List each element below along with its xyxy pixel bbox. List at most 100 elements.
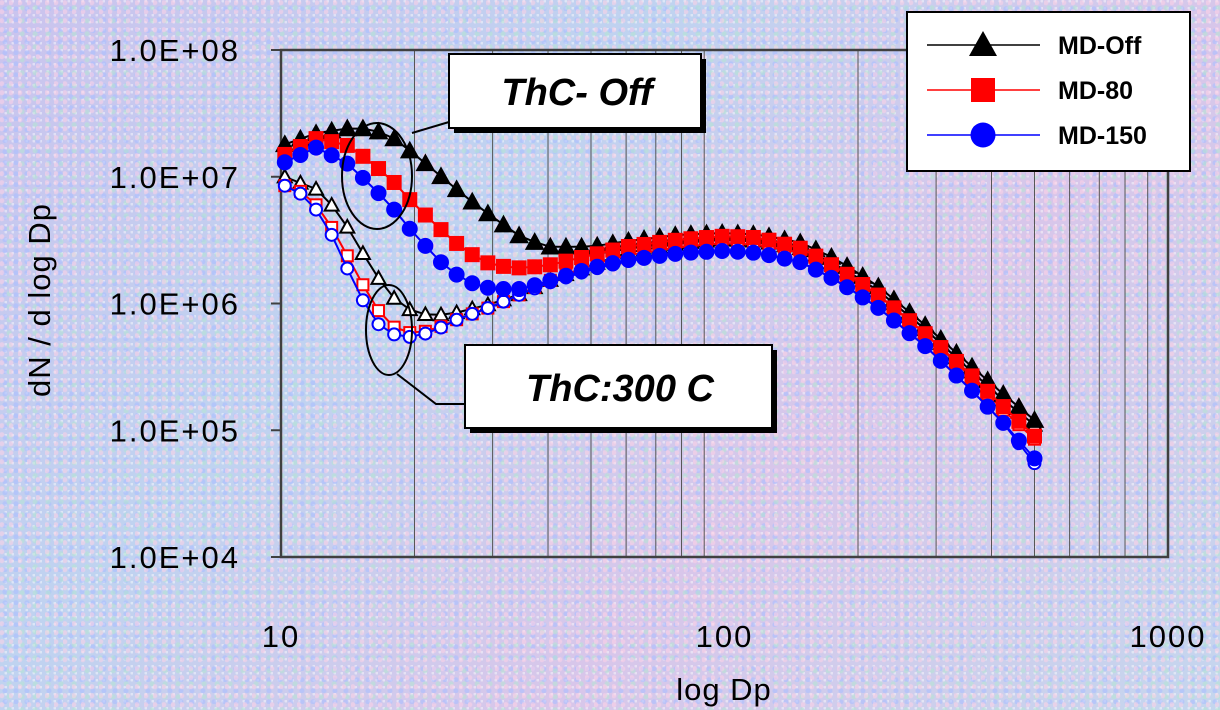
annotation-thc-off: ThC- Off — [341, 53, 706, 230]
data-point — [636, 236, 652, 252]
data-point — [807, 261, 824, 278]
annotation-leader-thc-off — [411, 121, 450, 134]
data-point — [589, 246, 605, 262]
data-point — [948, 367, 965, 384]
data-point — [372, 304, 386, 318]
data-point — [338, 217, 356, 234]
data-point — [605, 242, 621, 258]
data-point — [933, 340, 949, 356]
data-point — [604, 255, 621, 272]
data-point — [745, 244, 762, 261]
x-tick-label: 100 — [696, 619, 754, 654]
data-point — [620, 251, 637, 268]
data-point — [386, 201, 403, 218]
data-point — [418, 326, 433, 341]
data-point — [714, 243, 731, 260]
x-tick-label: 1000 — [1130, 619, 1207, 654]
x-axis-ticks: 10 100 1000 — [262, 619, 1207, 654]
data-point — [337, 118, 358, 137]
data-point — [354, 169, 371, 186]
data-point — [776, 250, 793, 267]
legend-label: MD-80 — [1058, 77, 1133, 105]
data-point — [792, 240, 808, 256]
data-point — [839, 279, 856, 296]
data-point — [385, 289, 403, 305]
data-point — [979, 398, 996, 415]
data-point — [542, 257, 558, 273]
legend-marker — [969, 31, 997, 56]
data-point — [777, 236, 793, 252]
data-point — [417, 237, 434, 254]
series-md-150-thc-off — [276, 139, 1043, 467]
data-point — [995, 399, 1011, 415]
data-point — [636, 249, 653, 266]
data-point — [573, 263, 590, 280]
data-point — [324, 227, 339, 242]
data-point — [446, 179, 467, 198]
data-point — [449, 235, 465, 251]
data-point — [496, 294, 511, 309]
data-point — [368, 121, 389, 140]
data-point — [462, 191, 483, 210]
data-point — [760, 247, 777, 264]
legend: MD-Off MD-80 MD-150 — [906, 11, 1191, 172]
data-point — [276, 154, 293, 171]
data-point — [823, 257, 839, 273]
data-point — [433, 222, 449, 238]
data-point — [355, 293, 370, 308]
data-point — [729, 243, 746, 260]
data-point — [652, 234, 668, 250]
data-point — [1011, 413, 1027, 429]
data-point — [371, 161, 387, 177]
annotation-label-thc-off: ThC- Off — [501, 72, 656, 114]
data-point — [995, 414, 1012, 431]
legend-item-md-80: MD-80 — [927, 77, 1133, 105]
data-point — [384, 128, 404, 147]
data-point — [527, 259, 543, 275]
data-point — [683, 231, 699, 247]
data-point — [386, 174, 402, 190]
data-point — [509, 225, 529, 244]
x-tick-label: 10 — [262, 619, 300, 654]
data-point — [511, 260, 527, 276]
data-point — [354, 244, 372, 260]
legend-box — [906, 11, 1191, 172]
data-point — [322, 195, 341, 212]
y-tick-label: 1.0E+06 — [110, 287, 240, 322]
data-point — [369, 269, 388, 285]
data-point — [1010, 432, 1027, 449]
data-point — [371, 317, 386, 332]
legend-item-md-off: MD-Off — [927, 31, 1142, 60]
data-point — [511, 281, 528, 298]
data-point — [370, 185, 387, 202]
data-point — [495, 281, 512, 298]
data-point — [730, 229, 746, 245]
data-series — [274, 118, 1045, 471]
data-point — [277, 178, 292, 193]
data-point — [651, 247, 668, 264]
annotation-ellipse-thc-300 — [365, 284, 413, 376]
data-point — [901, 325, 918, 342]
annotation-box-thc-300 — [464, 344, 773, 429]
data-point — [478, 203, 498, 222]
data-point — [932, 352, 949, 369]
data-point — [870, 299, 887, 316]
data-point — [415, 153, 436, 172]
data-point — [480, 301, 495, 316]
data-point — [433, 320, 448, 335]
data-point — [699, 230, 715, 246]
legend-marker — [971, 78, 995, 102]
data-point — [526, 277, 543, 294]
data-point — [574, 250, 590, 266]
data-point — [401, 220, 418, 237]
data-point — [964, 368, 980, 384]
data-point — [1024, 410, 1045, 428]
data-point — [792, 254, 809, 271]
data-point — [480, 255, 496, 271]
data-point — [402, 329, 417, 344]
data-point — [308, 139, 325, 156]
data-point — [355, 148, 371, 164]
data-point — [464, 275, 481, 292]
y-tick-label: 1.0E+08 — [110, 33, 240, 68]
data-point — [855, 277, 871, 293]
